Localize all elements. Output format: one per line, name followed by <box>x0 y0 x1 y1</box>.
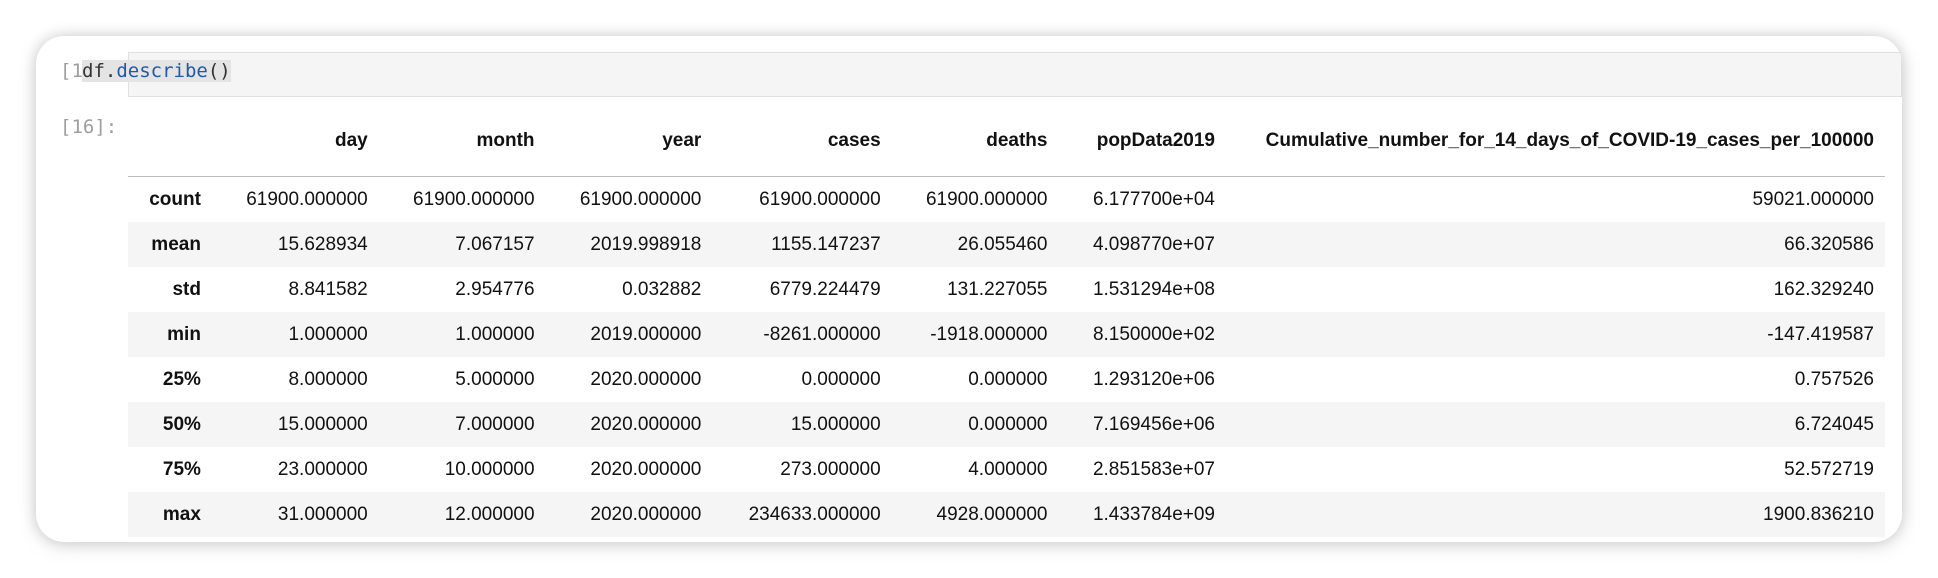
table-cell: 5.000000 <box>455 368 535 390</box>
table-cell: 1.000000 <box>455 323 535 345</box>
table-cell: 61900.000000 <box>246 188 368 210</box>
table-cell: 273.000000 <box>780 458 881 480</box>
table-cell: 1155.147237 <box>771 233 881 255</box>
table-cell: 6779.224479 <box>769 278 881 300</box>
table-cell: 26.055460 <box>957 233 1048 255</box>
table-cell: 7.000000 <box>455 413 535 435</box>
table-cell: 66.320586 <box>1784 233 1874 255</box>
row-label: 75% <box>162 458 201 480</box>
table-cell: 61900.000000 <box>925 188 1048 210</box>
table-cell: 59021.000000 <box>1752 188 1874 210</box>
column-header-deaths: deaths <box>891 106 1059 177</box>
table-cell: 0.032882 <box>622 278 702 300</box>
column-header-day: day <box>211 106 379 177</box>
table-cell: 6.177700e+04 <box>1092 188 1215 210</box>
output-prompt: [16]: <box>60 116 118 138</box>
table-cell: 131.227055 <box>947 278 1048 300</box>
table-cell: 10.000000 <box>444 458 535 480</box>
table-cell: 2020.000000 <box>590 413 702 435</box>
table-row: 50% 15.000000 7.000000 2020.000000 15.000000… <box>128 402 1885 447</box>
table-cell: 4.098770e+07 <box>1092 233 1215 255</box>
row-label: count <box>149 188 201 210</box>
table-cell: 52.572719 <box>1784 458 1874 480</box>
row-label: min <box>167 323 201 345</box>
header-row: day month year cases deaths popData2019 … <box>128 106 1885 177</box>
table-row: count 61900.000000 61900.000000 61900.00000… <box>128 177 1885 223</box>
code-method: describe <box>116 60 208 82</box>
table-row: 25% 8.000000 5.000000 2020.000000 0.000000 0.… <box>128 357 1885 402</box>
table-row: 75% 23.000000 10.000000 2020.000000 273.0000… <box>128 447 1885 492</box>
table-cell: 6.724045 <box>1794 413 1874 435</box>
table-cell: 0.000000 <box>968 413 1048 435</box>
code-input-area[interactable] <box>128 52 1902 97</box>
table-cell: 15.000000 <box>790 413 881 435</box>
row-label: std <box>172 278 201 300</box>
notebook-cell: [16]: df.describe() [16]: day month year… <box>36 36 1902 542</box>
row-label: max <box>162 503 201 525</box>
table-row: min 1.000000 1.000000 2019.000000 -8261.0000… <box>128 312 1885 357</box>
index-header <box>128 106 212 177</box>
code-dot: . <box>104 60 117 82</box>
column-header-cumulative: Cumulative_number_for_14_days_of_COVID-1… <box>1226 106 1885 177</box>
code-object: df <box>82 60 105 82</box>
table-cell: 2.851583e+07 <box>1092 458 1215 480</box>
table-cell: 1.293120e+06 <box>1092 368 1215 390</box>
table-cell: 8.000000 <box>288 368 368 390</box>
table-cell: -1918.000000 <box>930 323 1048 345</box>
table-cell: 1.433784e+09 <box>1092 503 1215 525</box>
column-header-cases: cases <box>712 106 892 177</box>
table-cell: 61900.000000 <box>579 188 702 210</box>
table-cell: 2019.998918 <box>590 233 702 255</box>
table-cell: 1.531294e+08 <box>1092 278 1215 300</box>
row-label: mean <box>151 233 201 255</box>
table-cell: 0.757526 <box>1794 368 1874 390</box>
table-row: std 8.841582 2.954776 0.032882 6779.224479 13… <box>128 267 1885 312</box>
table-cell: 0.000000 <box>801 368 881 390</box>
code-highlight: df.describe() <box>82 60 231 82</box>
describe-table: day month year cases deaths popData2019 … <box>128 106 1885 537</box>
table-cell: 2019.000000 <box>590 323 702 345</box>
table-cell: 0.000000 <box>968 368 1048 390</box>
table-cell: 8.150000e+02 <box>1092 323 1215 345</box>
table-cell: 162.329240 <box>1773 278 1874 300</box>
table-cell: 31.000000 <box>277 503 368 525</box>
table-cell: 1.000000 <box>288 323 368 345</box>
column-header-popdata2019: popData2019 <box>1058 106 1226 177</box>
table-cell: 15.000000 <box>277 413 368 435</box>
table-cell: 61900.000000 <box>413 188 535 210</box>
row-label: 25% <box>162 368 201 390</box>
table-cell: 1900.836210 <box>1763 503 1874 525</box>
column-header-month: month <box>378 106 546 177</box>
table-cell: 2020.000000 <box>590 503 702 525</box>
table-cell: 7.169456e+06 <box>1092 413 1215 435</box>
table-cell: 4.000000 <box>968 458 1048 480</box>
table-cell: 23.000000 <box>277 458 368 480</box>
table-row: mean 15.628934 7.067157 2019.998918 1155.147… <box>128 222 1885 267</box>
table-cell: 15.628934 <box>277 233 368 255</box>
table-cell: -147.419587 <box>1767 323 1874 345</box>
table-cell: 61900.000000 <box>759 188 881 210</box>
code-line[interactable]: df.describe() <box>82 60 231 82</box>
table-cell: 7.067157 <box>455 233 535 255</box>
table-cell: 4928.000000 <box>936 503 1048 525</box>
table-cell: 2.954776 <box>455 278 535 300</box>
table-cell: 2020.000000 <box>590 458 702 480</box>
row-label: 50% <box>162 413 201 435</box>
table-cell: 234633.000000 <box>748 503 881 525</box>
code-parens: () <box>207 60 231 82</box>
table-cell: 12.000000 <box>444 503 535 525</box>
table-cell: 8.841582 <box>288 278 368 300</box>
column-header-year: year <box>545 106 713 177</box>
table-cell: 2020.000000 <box>590 368 702 390</box>
table-row: max 31.000000 12.000000 2020.000000 234633.0… <box>128 492 1885 537</box>
table-cell: -8261.000000 <box>763 323 881 345</box>
